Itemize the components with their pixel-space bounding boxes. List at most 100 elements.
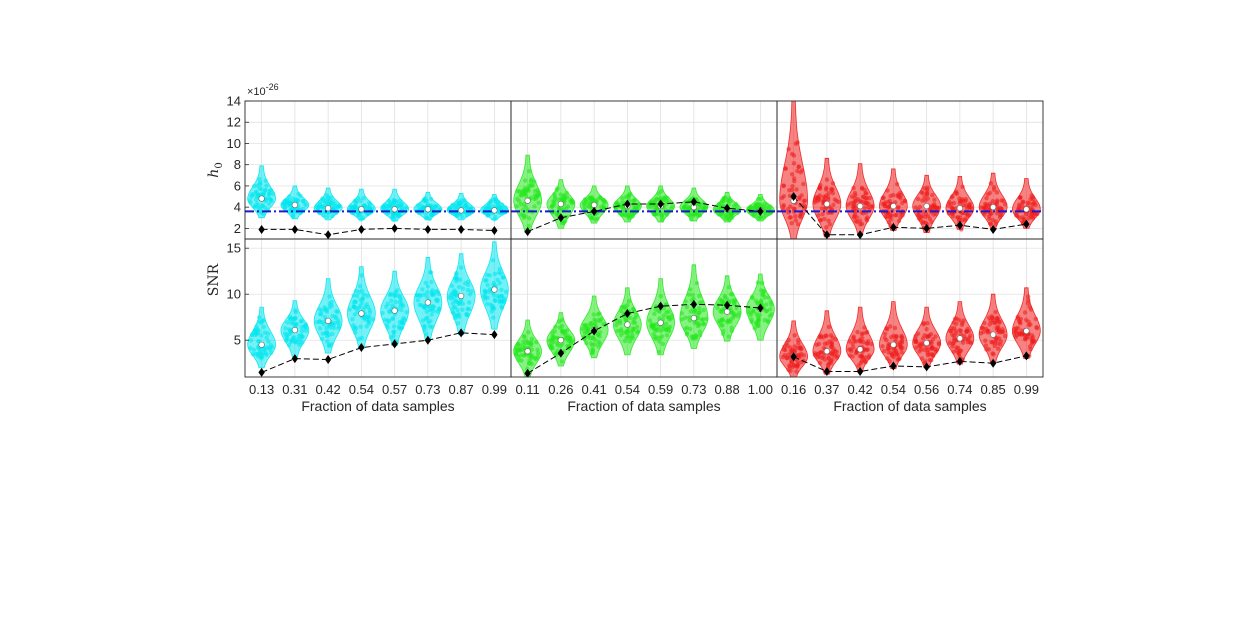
sample-point — [721, 198, 726, 203]
sample-point — [333, 315, 339, 321]
sample-point — [659, 334, 665, 339]
sample-point — [922, 194, 927, 200]
sample-point — [928, 332, 934, 337]
diamond-marker — [524, 368, 531, 377]
diamond-marker — [491, 226, 498, 236]
sample-point — [953, 328, 958, 333]
sample-point — [429, 292, 435, 298]
sample-point — [284, 338, 289, 343]
sample-point — [353, 300, 358, 305]
sample-point — [261, 191, 266, 196]
sample-point — [756, 318, 761, 323]
sample-point — [834, 349, 839, 355]
sample-point — [816, 195, 821, 200]
sample-point — [801, 181, 806, 187]
sample-point — [397, 293, 402, 299]
sample-point — [353, 288, 358, 294]
sample-point — [282, 205, 287, 210]
sample-point — [517, 198, 522, 204]
sample-point — [593, 319, 598, 324]
sample-point — [595, 216, 600, 221]
sample-point — [829, 188, 834, 193]
diamond-marker — [690, 197, 698, 207]
sample-point — [357, 284, 363, 289]
sample-point — [529, 336, 534, 342]
sample-point — [319, 336, 325, 342]
sample-point — [852, 211, 858, 217]
sample-point — [647, 318, 653, 323]
sample-point — [699, 317, 705, 322]
sample-point — [390, 316, 396, 321]
sample-point — [898, 346, 904, 351]
sample-point — [423, 316, 429, 321]
sample-point — [464, 213, 469, 218]
sample-point — [898, 196, 903, 201]
sample-point — [1020, 199, 1026, 204]
sample-point — [1030, 202, 1035, 208]
sample-point — [396, 202, 401, 207]
sample-point — [754, 321, 759, 327]
sample-point — [481, 293, 487, 299]
sample-point — [1026, 212, 1032, 217]
sample-point — [384, 322, 390, 327]
sample-point — [684, 325, 690, 330]
sample-point — [925, 185, 930, 190]
x-tick-label: 0.73 — [415, 382, 440, 397]
sample-point — [817, 354, 822, 359]
sample-point — [787, 363, 792, 368]
diamond-marker — [890, 361, 897, 371]
x-tick-label: 0.54 — [349, 382, 374, 397]
sample-point — [791, 176, 797, 181]
median-marker — [458, 292, 465, 300]
sample-point — [384, 304, 389, 309]
sample-point — [435, 297, 440, 303]
sample-point — [990, 315, 995, 321]
sample-point — [831, 202, 836, 207]
sample-point — [322, 197, 328, 202]
x-tick-label: 0.99 — [482, 382, 507, 397]
sample-point — [367, 314, 372, 320]
panel-frame — [510, 100, 778, 240]
sample-point — [401, 316, 406, 321]
sample-point — [425, 284, 430, 289]
sample-point — [317, 326, 323, 331]
sample-point — [456, 284, 462, 290]
sample-point — [356, 336, 362, 342]
y-tick-label: 4 — [234, 200, 241, 215]
sample-point — [795, 168, 800, 174]
sample-point — [590, 343, 595, 348]
sample-point — [891, 192, 896, 198]
sample-point — [796, 164, 801, 170]
sample-point — [482, 206, 487, 211]
sample-point — [491, 283, 496, 288]
sample-point — [423, 280, 429, 285]
diamond-marker — [324, 355, 332, 365]
sample-point — [895, 206, 901, 211]
sample-point — [422, 292, 427, 297]
sample-point — [892, 325, 898, 331]
sample-point — [922, 333, 927, 338]
sample-point — [797, 195, 802, 200]
sample-point — [701, 307, 706, 313]
sample-point — [990, 351, 995, 356]
diamond-marker — [923, 223, 930, 233]
sample-point — [798, 353, 803, 359]
sample-point — [1001, 329, 1006, 334]
sample-point — [280, 201, 286, 206]
sample-point — [520, 189, 525, 194]
sample-point — [951, 341, 956, 346]
diamond-marker — [358, 224, 365, 234]
sample-point — [929, 346, 934, 351]
sample-point — [492, 217, 497, 222]
sample-point — [768, 204, 773, 209]
sample-point — [993, 309, 998, 315]
panel-content — [247, 241, 509, 377]
sample-point — [692, 320, 698, 326]
sample-point — [299, 324, 304, 330]
trend-line — [261, 332, 495, 373]
sample-point — [415, 298, 421, 303]
violin-body — [1011, 287, 1041, 360]
sample-point — [818, 218, 823, 223]
sample-point — [729, 328, 734, 334]
